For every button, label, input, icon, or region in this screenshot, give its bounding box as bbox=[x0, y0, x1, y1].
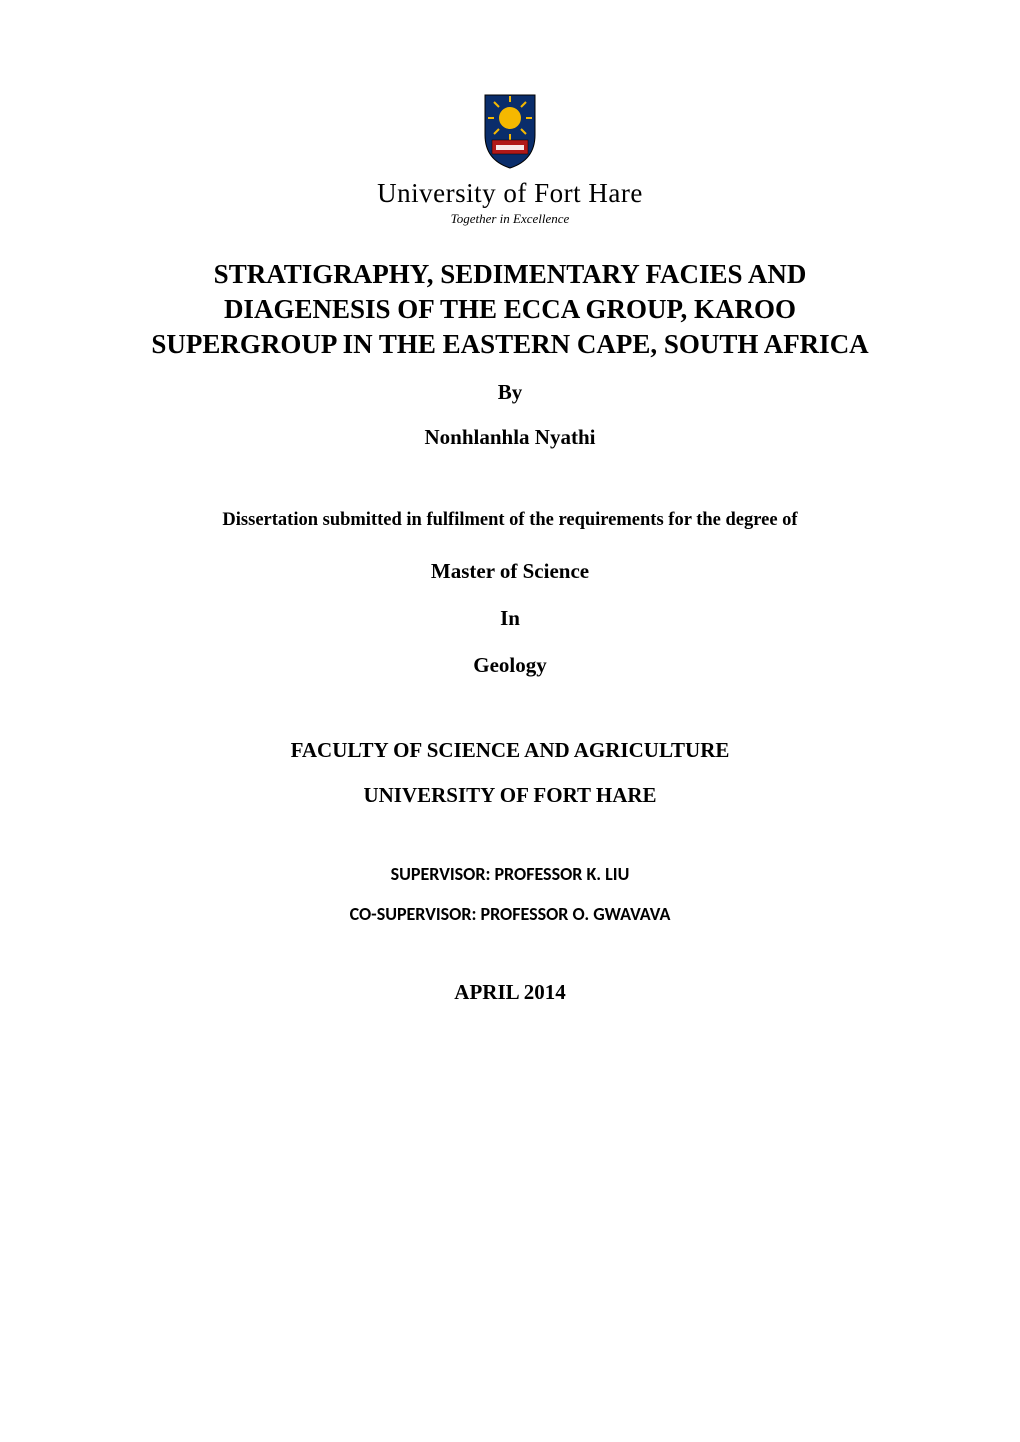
subject-name: Geology bbox=[473, 653, 547, 678]
university-crest-icon bbox=[480, 90, 540, 170]
supervisor-line: SUPERVISOR: PROFESSOR K. LIU bbox=[391, 863, 630, 885]
submission-date: APRIL 2014 bbox=[454, 980, 565, 1005]
faculty-name: FACULTY OF SCIENCE AND AGRICULTURE bbox=[291, 738, 730, 763]
fulfilment-statement: Dissertation submitted in fulfilment of … bbox=[222, 510, 797, 531]
university-line: UNIVERSITY OF FORT HARE bbox=[363, 783, 656, 808]
university-motto: Together in Excellence bbox=[451, 211, 570, 227]
university-logo-block: University of Fort Hare Together in Exce… bbox=[377, 90, 643, 227]
cosupervisor-line: CO-SUPERVISOR: PROFESSOR O. GWAVAVA bbox=[350, 903, 671, 925]
university-name: University of Fort Hare bbox=[377, 178, 643, 209]
thesis-title: STRATIGRAPHY, SEDIMENTARY FACIES AND DIA… bbox=[120, 257, 900, 362]
in-label: In bbox=[500, 606, 520, 631]
degree-name: Master of Science bbox=[431, 559, 589, 584]
author-name: Nonhlanhla Nyathi bbox=[425, 425, 596, 450]
by-label: By bbox=[498, 380, 523, 405]
title-page: University of Fort Hare Together in Exce… bbox=[120, 90, 900, 1005]
